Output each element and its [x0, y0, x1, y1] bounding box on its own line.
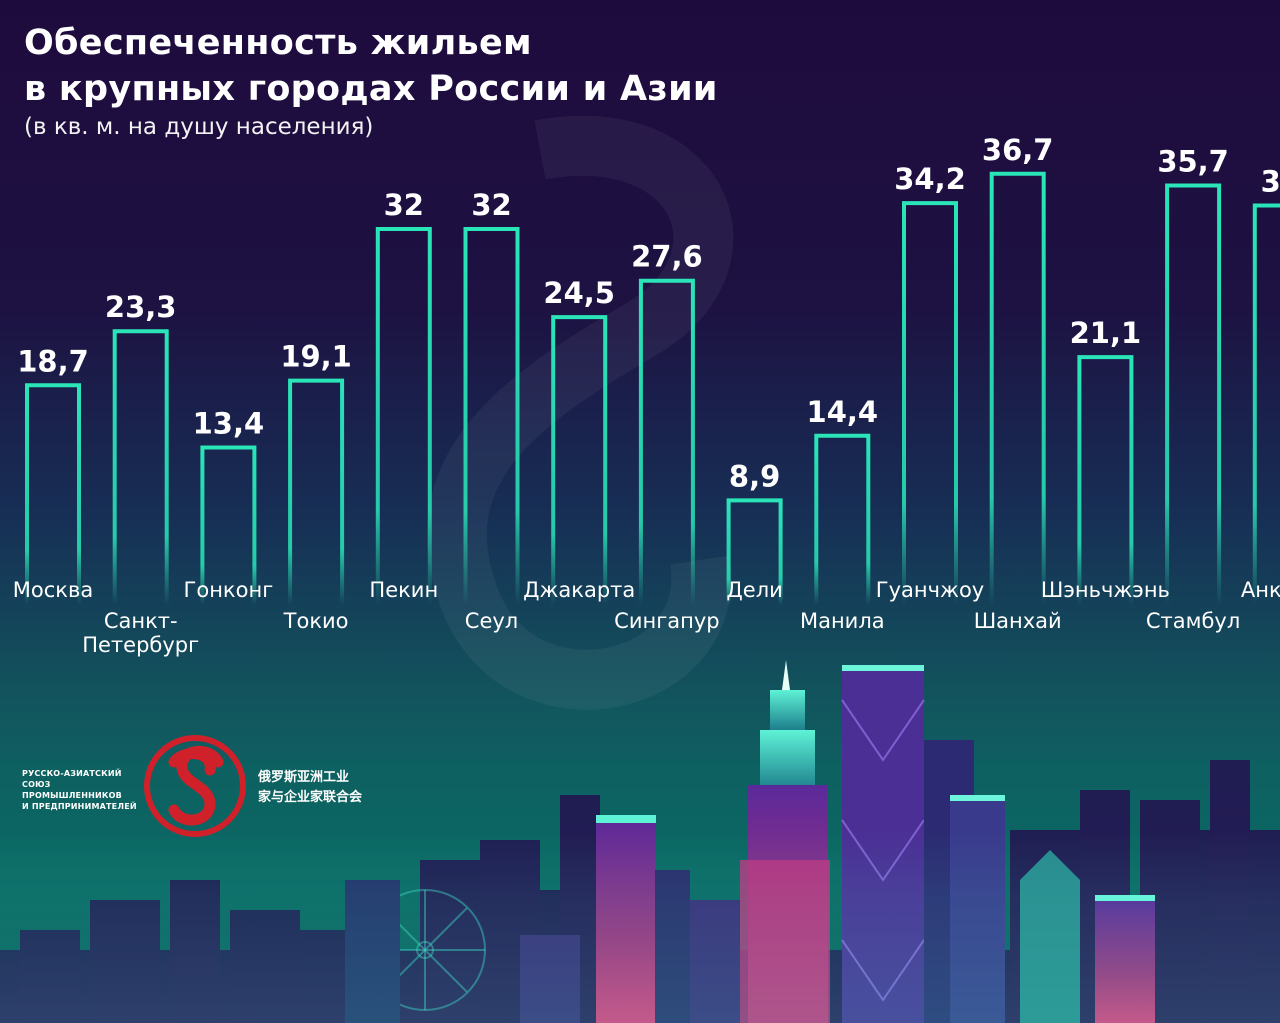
logo-zh-line2: 家与企业家联合会 — [258, 790, 363, 805]
logo-ru-line3: И ПРЕДПРИНИМАТЕЛЕЙ — [22, 802, 137, 811]
bar-6: 24,5 Джакарта — [523, 276, 635, 605]
rasp-logo: РУССКО-АЗИАТСКИЙ СОЮЗ ПРОМЫШЛЕННИКОВ И П… — [22, 734, 382, 839]
bar-4: 32 Пекин — [369, 188, 438, 605]
bar-outline — [112, 329, 169, 605]
bar-value-label: 24,5 — [543, 276, 615, 310]
bar-outline — [814, 433, 871, 605]
bar-value-label: 13,4 — [193, 407, 265, 441]
category-label: Пекин — [369, 578, 438, 602]
bar-2: 13,4 Гонконг — [184, 407, 274, 605]
bar-value-label: 36,7 — [982, 133, 1054, 167]
chart-subtitle: (в кв. м. на душу населения) — [24, 114, 374, 140]
bar-value-label: 32 — [471, 188, 511, 222]
bar-3: 19,1 Токио — [280, 340, 352, 633]
bar-outline — [551, 315, 608, 605]
bar-10: 34,2 Гуанчжоу — [876, 162, 984, 605]
category-label: Москва — [13, 578, 93, 602]
bar-outline — [726, 498, 783, 605]
category-label: Джакарта — [523, 578, 635, 602]
bar-outline — [463, 227, 520, 605]
category-label: Токио — [283, 609, 349, 633]
bar-value-label: 18,7 — [17, 344, 89, 378]
bar-outline — [1077, 355, 1134, 605]
chart-header: Обеспеченность жильем в крупных городах … — [24, 20, 718, 142]
bar-1: 23,3 Санкт-Петербург — [82, 290, 199, 657]
logo-ru-line1: РУССКО-АЗИАТСКИЙ СОЮЗ — [22, 769, 122, 789]
bar-value-label: 34,2 — [894, 162, 966, 196]
bar-value-label: 19,1 — [280, 340, 352, 374]
logo-zh-line1: 俄罗斯亚洲工业 — [258, 770, 350, 785]
bar-outline — [375, 227, 432, 605]
logo-mark-icon — [144, 735, 246, 837]
category-label: Дели — [726, 578, 782, 602]
bar-12: 21,1 Шэньчжэнь — [1041, 316, 1170, 605]
category-label: Шанхай — [974, 609, 1062, 633]
bar-value-label: 27,6 — [631, 240, 703, 274]
chart-title-line2: в крупных городах России и Азии — [24, 69, 718, 109]
logo-text-ru: РУССКО-АЗИАТСКИЙ СОЮЗ ПРОМЫШЛЕННИКОВ И П… — [22, 768, 142, 812]
bar-value-label: 8,9 — [729, 459, 780, 493]
category-label: Стамбул — [1146, 609, 1240, 633]
bar-outline — [25, 383, 81, 605]
category-label: Гуанчжоу — [876, 578, 984, 602]
chart-title-line1: Обеспеченность жильем — [24, 23, 532, 63]
bar-11: 36,7 Шанхай — [974, 133, 1062, 633]
bar-14: 34 Анкара — [1241, 165, 1280, 605]
category-label: Анкара — [1241, 578, 1280, 602]
category-label: Сеул — [465, 609, 518, 633]
bar-outline — [1165, 183, 1222, 605]
bar-value-label: 21,1 — [1070, 316, 1142, 350]
bar-0: 18,7 Москва — [13, 344, 93, 605]
logo-ru-line2: ПРОМЫШЛЕННИКОВ — [22, 791, 122, 800]
bar-outline — [902, 201, 958, 605]
bar-outline — [638, 278, 695, 605]
category-label: Шэньчжэнь — [1041, 578, 1170, 602]
category-label: Манила — [800, 609, 885, 633]
bar-7: 27,6 Сингапур — [614, 240, 719, 633]
bar-outline — [288, 378, 345, 605]
bar-9: 14,4 Манила — [800, 395, 885, 633]
bar-value-label: 23,3 — [105, 290, 177, 324]
category-label: Санкт-Петербург — [82, 609, 199, 657]
bar-value-label: 34 — [1261, 165, 1280, 199]
bar-13: 35,7 Стамбул — [1146, 145, 1240, 633]
bar-outline — [989, 171, 1046, 605]
logo-text-zh: 俄罗斯亚洲工业 家与企业家联合会 — [258, 768, 388, 808]
bar-outline — [1252, 203, 1280, 605]
bar-value-label: 32 — [384, 188, 424, 222]
bar-value-label: 35,7 — [1157, 145, 1229, 179]
category-label: Сингапур — [614, 609, 719, 633]
bar-8: 8,9 Дели — [726, 459, 783, 605]
bar-outline — [200, 445, 257, 605]
bar-5: 32 Сеул — [463, 188, 520, 633]
bar-value-label: 14,4 — [807, 395, 879, 429]
category-label: Гонконг — [184, 578, 274, 602]
